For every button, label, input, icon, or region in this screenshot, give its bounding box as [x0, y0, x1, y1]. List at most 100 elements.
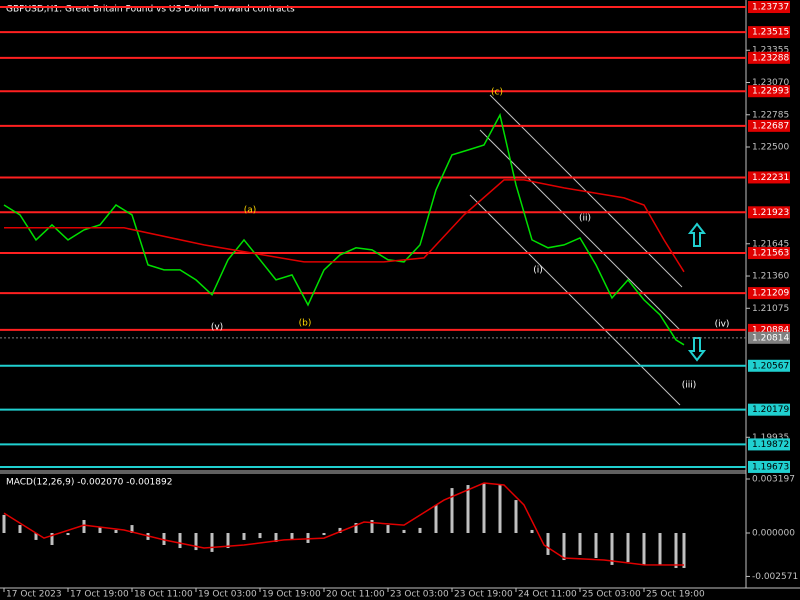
- macd-bar: [370, 519, 374, 534]
- macd-bar: [450, 488, 454, 534]
- wave-label: (iii): [682, 381, 697, 391]
- x-tick-label: 23 Oct 19:00: [454, 590, 513, 600]
- macd-bar: [434, 504, 438, 534]
- macd-bar: [274, 533, 278, 542]
- level-label: 1.23515: [752, 28, 789, 38]
- macd-bar: [530, 529, 534, 534]
- wave-label: (ii): [579, 214, 591, 224]
- x-tick-label: 25 Oct 19:00: [646, 590, 705, 600]
- y-tick-label: 1.23355: [752, 46, 789, 56]
- macd-bar: [498, 484, 502, 534]
- macd-bar: [258, 533, 262, 539]
- macd-bar: [18, 525, 22, 534]
- level-label: 1.19673: [752, 462, 789, 472]
- x-tick-label: 24 Oct 11:00: [518, 590, 577, 600]
- level-label: 1.20884: [752, 325, 789, 335]
- macd-bar: [594, 533, 598, 559]
- level-label: 1.22231: [752, 173, 789, 183]
- y-tick-label: 1.22500: [752, 143, 789, 153]
- level-label-box: [748, 438, 790, 451]
- level-label-box: [748, 247, 790, 260]
- wave-label: (i): [533, 266, 543, 276]
- y-tick-label: 1.21360: [752, 272, 789, 282]
- macd-bar: [2, 514, 6, 534]
- macd-bar: [626, 533, 630, 563]
- macd-bar: [82, 519, 86, 534]
- level-label: 1.22993: [752, 87, 789, 97]
- level-label-box: [748, 359, 790, 372]
- wave-label: (a): [244, 206, 257, 216]
- x-tick-label: 19 Oct 19:00: [262, 590, 321, 600]
- level-label: 1.23288: [752, 53, 789, 63]
- macd-bar: [34, 533, 38, 540]
- macd-bar: [610, 533, 614, 565]
- macd-bar: [674, 533, 678, 568]
- y-tick-label: 1.22785: [752, 110, 789, 120]
- macd-bar: [322, 533, 326, 536]
- wave-label: (b): [299, 319, 312, 329]
- level-label: 1.21563: [752, 249, 789, 259]
- x-tick-label: 23 Oct 03:00: [390, 590, 449, 600]
- y-tick-label: 1.21645: [752, 239, 789, 249]
- x-tick-label: 25 Oct 03:00: [582, 590, 641, 600]
- macd-bar: [658, 533, 662, 565]
- macd-bar: [466, 485, 470, 534]
- level-label-box: [748, 51, 790, 64]
- macd-bar: [418, 527, 422, 534]
- x-tick-label: 17 Oct 19:00: [70, 590, 129, 600]
- y-tick-label: 1.21075: [752, 304, 789, 314]
- wave-label: (iv): [715, 320, 730, 330]
- level-label: 1.20179: [752, 405, 789, 415]
- y-tick-label: 0.000000: [752, 529, 795, 539]
- macd-bar: [210, 533, 214, 552]
- level-label-box: [748, 1, 790, 14]
- level-label: 1.19872: [752, 440, 789, 450]
- macd-bar: [338, 527, 342, 534]
- channel-line: [479, 129, 681, 331]
- level-label-box: [748, 26, 790, 39]
- level-label-box: [748, 85, 790, 98]
- macd-bar: [386, 525, 390, 534]
- macd-bar: [66, 533, 70, 536]
- macd-bar: [578, 533, 582, 555]
- macd-bar: [482, 483, 486, 534]
- level-label: 1.20567: [752, 361, 789, 371]
- macd-bar: [514, 500, 518, 534]
- macd-bar: [642, 533, 646, 565]
- y-tick-label: -0.002571: [752, 572, 798, 582]
- level-label: 1.22687: [752, 121, 789, 131]
- macd-bar: [178, 533, 182, 549]
- macd-bar: [50, 533, 54, 545]
- current-price-box: [748, 331, 790, 344]
- x-tick-label: 20 Oct 11:00: [326, 590, 385, 600]
- x-tick-label: 17 Oct 2023: [6, 590, 62, 600]
- level-label-box: [748, 287, 790, 300]
- series-line: [3, 112, 685, 346]
- x-tick-label: 18 Oct 11:00: [134, 590, 193, 600]
- macd-bar: [98, 526, 102, 534]
- macd-bar: [114, 529, 118, 534]
- y-tick-label: 1.19935: [752, 433, 789, 443]
- macd-bar: [562, 533, 566, 561]
- channel-line: [469, 194, 681, 406]
- wave-label: (c): [491, 88, 503, 98]
- level-label-box: [748, 119, 790, 132]
- macd-bar: [546, 533, 550, 555]
- chart-title: GBPUSD,H1: Great Britain Pound vs US Dol…: [6, 5, 295, 15]
- level-label-box: [748, 403, 790, 416]
- y-tick-label: 1.23070: [752, 78, 789, 88]
- series-line: [4, 179, 685, 273]
- macd-bar: [242, 533, 246, 540]
- macd-title: MACD(12,26,9) -0.002070 -0.001892: [6, 478, 172, 488]
- level-label-box: [748, 460, 790, 473]
- macd-bar: [290, 533, 294, 540]
- x-tick-label: 19 Oct 03:00: [198, 590, 257, 600]
- macd-bar: [402, 529, 406, 534]
- macd-bar: [130, 525, 134, 534]
- macd-bar: [306, 533, 310, 543]
- macd-bar: [194, 533, 198, 551]
- macd-bar: [226, 533, 230, 549]
- wave-label: (v): [211, 323, 223, 333]
